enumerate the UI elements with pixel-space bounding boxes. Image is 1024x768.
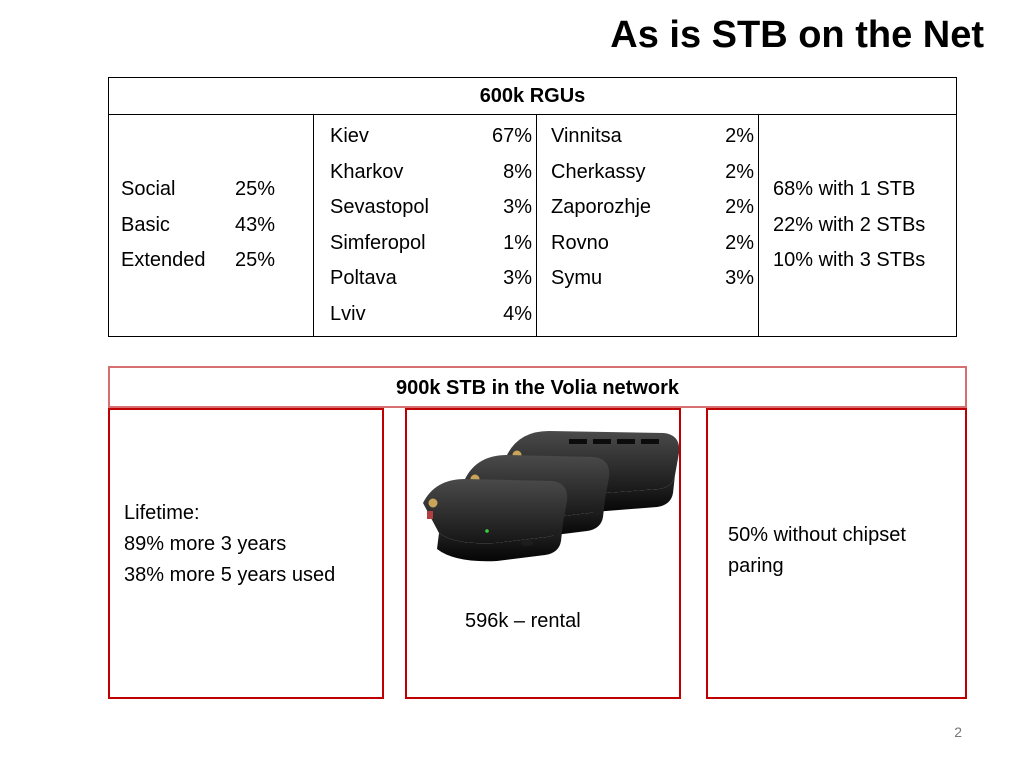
rgu-table-header: 600k RGUs bbox=[108, 77, 957, 115]
cities-b-list: Vinnitsa 2% Cherkassy 2% Zaporozhje 2% Rovn… bbox=[541, 119, 754, 297]
stb-count-text: 22% with 2 STBs bbox=[773, 213, 926, 236]
lifetime-text: Lifetime: 89% more 3 years 38% more 5 ye… bbox=[124, 498, 335, 591]
city-row: Sevastopol 3% bbox=[318, 190, 532, 226]
city-value: 2% bbox=[725, 231, 754, 254]
city-value: 3% bbox=[725, 267, 754, 289]
city-row: Lviv 4% bbox=[318, 297, 532, 333]
city-name: Vinnitsa bbox=[551, 125, 622, 147]
stb-count-text: 10% with 3 STBs bbox=[773, 249, 926, 272]
city-name: Rovno bbox=[551, 231, 609, 254]
city-value: 3% bbox=[503, 267, 532, 289]
lifetime-5-years: 38% more 5 years used bbox=[124, 564, 336, 586]
city-row: Kharkov 8% bbox=[318, 155, 532, 191]
city-name: Cherkassy bbox=[551, 160, 646, 183]
city-value: 67% bbox=[491, 125, 532, 147]
city-row: Cherkassy 2% bbox=[541, 155, 754, 191]
city-value: 8% bbox=[503, 160, 532, 183]
city-row: Poltava 3% bbox=[318, 261, 532, 297]
chipset-box: 50% without chipset paring bbox=[706, 408, 967, 699]
city-name: Zaporozhje bbox=[551, 196, 652, 218]
packages-list: Social 25% Basic 43% Extended 25% bbox=[113, 172, 309, 279]
city-name: Kharkov bbox=[330, 160, 404, 183]
stb-count-row: 68% with 1 STB bbox=[763, 172, 952, 208]
lifetime-label: Lifetime: bbox=[124, 502, 200, 524]
city-row: Simferopol 1% bbox=[318, 226, 532, 262]
stb-count-text: 68% with 1 STB bbox=[773, 178, 916, 201]
stb-count-row: 10% with 3 STBs bbox=[763, 243, 952, 279]
city-row: Symu 3% bbox=[541, 261, 754, 297]
stb-count-cell: 68% with 1 STB 22% with 2 STBs 10% with … bbox=[758, 114, 957, 337]
lifetime-3-years: 89% more 3 years bbox=[124, 533, 287, 555]
city-row: Kiev 67% bbox=[318, 119, 532, 155]
city-name: Poltava bbox=[330, 267, 397, 289]
package-name: Social bbox=[121, 178, 176, 201]
slide-title: As is STB on the Net bbox=[610, 14, 984, 56]
package-value: 25% bbox=[234, 178, 275, 201]
set-top-box-stack-icon bbox=[423, 431, 680, 562]
package-row: Extended 25% bbox=[113, 243, 309, 279]
chipset-text: 50% without chipset paring bbox=[728, 524, 906, 577]
city-name: Kiev bbox=[330, 125, 369, 147]
city-value: 2% bbox=[725, 196, 754, 218]
cities-a-cell: Kiev 67% Kharkov 8% Sevastopol 3% Simferopo… bbox=[313, 114, 537, 337]
city-name: Lviv bbox=[330, 302, 366, 325]
packages-cell: Social 25% Basic 43% Extended 25% bbox=[108, 114, 314, 337]
city-value: 3% bbox=[503, 196, 532, 218]
city-value: 1% bbox=[503, 231, 532, 254]
rental-box: 596k – rental bbox=[405, 408, 681, 699]
package-value: 43% bbox=[234, 213, 275, 236]
cities-a-list: Kiev 67% Kharkov 8% Sevastopol 3% Simferopo… bbox=[318, 119, 532, 332]
city-row: Rovno 2% bbox=[541, 226, 754, 262]
network-banner: 900k STB in the Volia network bbox=[108, 366, 967, 408]
lifetime-box: Lifetime: 89% more 3 years 38% more 5 ye… bbox=[108, 408, 384, 699]
city-row: Vinnitsa 2% bbox=[541, 119, 754, 155]
stb-count-list: 68% with 1 STB 22% with 2 STBs 10% with … bbox=[763, 172, 952, 279]
city-value: 4% bbox=[503, 302, 532, 325]
city-value: 2% bbox=[725, 125, 754, 147]
page-number: 2 bbox=[954, 724, 962, 740]
stb-front bbox=[423, 479, 568, 562]
city-name: Sevastopol bbox=[330, 196, 429, 218]
stb-count-row: 22% with 2 STBs bbox=[763, 208, 952, 244]
city-row: Zaporozhje 2% bbox=[541, 190, 754, 226]
city-value: 2% bbox=[725, 160, 754, 183]
rgu-table: 600k RGUs Social 25% Basic 43% Extended 25%… bbox=[108, 77, 957, 337]
package-name: Extended bbox=[121, 249, 206, 272]
city-name: Symu bbox=[551, 267, 603, 289]
city-name: Simferopol bbox=[330, 231, 426, 254]
package-row: Social 25% bbox=[113, 172, 309, 208]
cities-b-cell: Vinnitsa 2% Cherkassy 2% Zaporozhje 2% Rovn… bbox=[536, 114, 759, 337]
package-name: Basic bbox=[121, 213, 170, 236]
rental-text: 596k – rental bbox=[465, 610, 581, 632]
package-row: Basic 43% bbox=[113, 208, 309, 244]
package-value: 25% bbox=[234, 249, 275, 272]
